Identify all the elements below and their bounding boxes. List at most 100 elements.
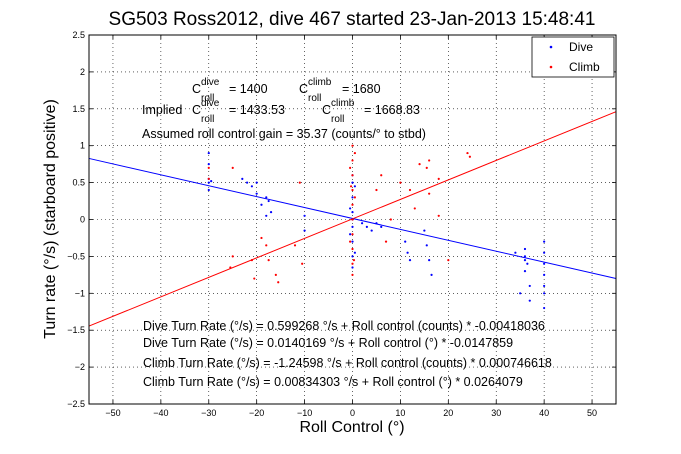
legend-climb-label: Climb [569,60,600,74]
climb-point [375,188,378,192]
climb-point [349,185,353,188]
dive-point [246,181,249,184]
dive-point [351,255,354,258]
climb-point [351,174,354,177]
c-roll-dive-symbol: C [192,82,201,96]
dive-point [353,185,356,188]
dive-point [380,225,383,228]
climb-point [418,163,421,166]
dive-point [528,284,531,288]
legend-box [531,36,615,78]
dive-point [351,181,354,184]
x-tick-label: −30 [201,408,216,418]
dive-equation-counts: Dive Turn Rate (°/s) = 0.599268 °/s + Ro… [143,319,545,333]
y-tick-label: 0.5 [72,178,85,188]
dive-point [526,262,529,265]
climb-point [351,218,354,221]
dive-point [360,222,364,225]
dive-point [523,270,527,273]
legend: Dive Climb [531,36,615,78]
y-tick-label: 0 [80,215,85,225]
climb-point [399,181,402,184]
climb-point [267,258,270,262]
legend-climb-marker [549,65,553,69]
climb-point [425,166,428,169]
climb-point [207,177,210,181]
climb-point [265,244,268,247]
implied-dive-value: = 1433.53 [229,103,285,117]
climb-point [353,151,356,155]
implied-dive-sup: dive [201,98,220,109]
dive-point [250,185,253,188]
climb-point [352,258,356,262]
climb-point [351,144,354,147]
climb-point [260,236,263,240]
dive-point [207,163,210,166]
dive-point [351,266,354,269]
dive-point [523,258,527,262]
climb-point [389,218,392,221]
climb-point [437,214,440,217]
c-roll-dive-sub: roll [201,93,214,104]
y-tick-label: −1.5 [67,325,85,335]
c-roll-climb-sup: climb [308,77,332,88]
dive-point [351,211,354,214]
dive-point [425,244,428,247]
legend-dive-marker [549,45,553,49]
x-tick-label: −40 [153,408,168,418]
dive-point [519,292,522,295]
y-axis-ticks: −2.5 −2 −1.5 −1 −0.5 0 0.5 1 1.5 2 2.5 [67,30,616,409]
dive-point [430,273,433,276]
dive-point [428,258,431,262]
dive-point [543,273,546,276]
climb-point [351,159,354,162]
dive-point [267,199,270,203]
climb-point [231,255,234,258]
dive-point [543,306,546,310]
dive-point [207,151,210,155]
implied-label: Implied [142,103,182,117]
series-dive [207,151,546,310]
climb-point [408,188,412,192]
dive-point [523,247,527,251]
c-roll-dive: C dive roll = 1400 [192,77,268,104]
y-axis-label: Turn rate (°/s) (starboard positive) [42,99,59,339]
dive-point [241,177,244,181]
implied-climb-sub: roll [331,114,344,125]
climb-point [351,188,354,192]
dive-point [523,255,527,258]
climb-point [277,281,280,284]
y-tick-label: −0.5 [67,251,85,261]
dive-point [408,258,412,262]
dive-point [303,229,306,232]
c-roll-climb-value: = 1680 [342,82,381,96]
climb-point [274,273,277,276]
c-roll-climb: C climb roll = 1680 [299,77,381,104]
y-tick-label: −2.5 [67,399,85,409]
x-tick-label: 20 [443,408,453,418]
x-tick-label: −20 [249,408,264,418]
x-axis-label: Roll Control (°) [299,419,404,436]
x-tick-label: 0 [350,408,355,418]
dive-point [265,214,268,217]
x-tick-label: 10 [395,408,405,418]
dive-point [543,240,546,243]
climb-point [428,192,431,195]
climb-point [413,207,416,210]
dive-point [543,262,546,265]
dive-point [543,284,546,288]
climb-equation-degrees: Climb Turn Rate (°/s) = 0.00834303 °/s +… [143,375,523,389]
data-points [207,144,546,310]
x-tick-label: −10 [297,408,312,418]
climb-point [468,155,471,158]
implied-climb-value: = 1668.83 [364,103,420,117]
y-tick-label: 2 [80,67,85,77]
dive-point [260,203,263,206]
dive-point [207,181,210,184]
climb-point [428,159,431,162]
climb-point [207,166,210,169]
y-tick-label: 2.5 [72,30,85,40]
climb-point [351,262,354,265]
climb-point [447,258,450,262]
